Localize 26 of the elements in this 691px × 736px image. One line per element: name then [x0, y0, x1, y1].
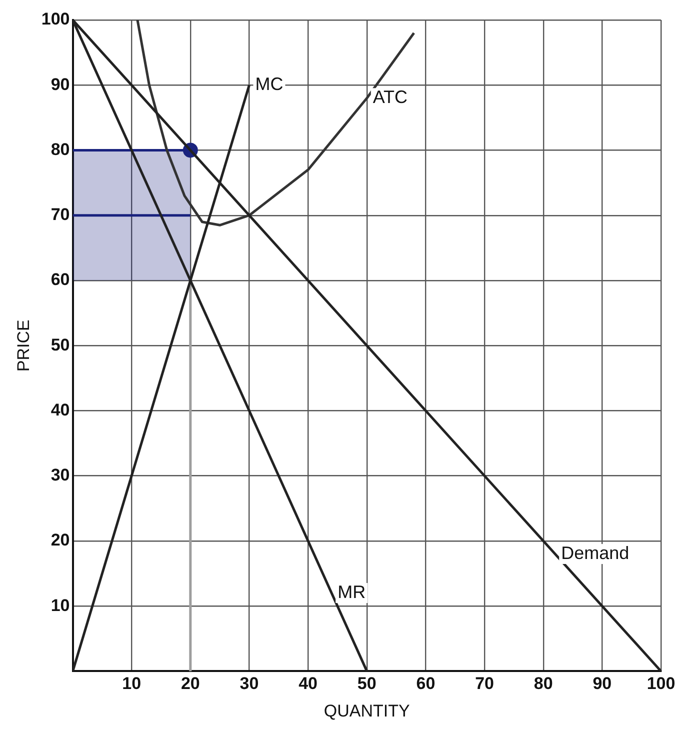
y-tick-label: 50 [50, 335, 70, 354]
y-tick-label: 80 [50, 140, 70, 159]
annotation: MC [255, 74, 284, 94]
x-tick-label: 20 [180, 674, 200, 694]
y-tick-label: 20 [50, 530, 70, 550]
y-tick-label: 10 [50, 596, 70, 615]
x-axis-title: QUANTITY [324, 701, 410, 720]
annotation: ATC [372, 87, 408, 108]
y-tick-label: 30 [50, 466, 70, 485]
x-tick-label: 70 [475, 674, 494, 694]
x-tick-label: 60 [416, 674, 436, 694]
x-tick-label: 30 [240, 674, 259, 694]
x-tick-label: 100 [646, 674, 676, 694]
y-tick-label: 100 [41, 10, 70, 29]
x-tick-label: 50 [357, 674, 376, 694]
x-tick-label: 40 [298, 674, 318, 694]
annotation: Demand [561, 542, 630, 563]
x-tick-label: 10 [122, 674, 142, 694]
y-tick-label: 90 [50, 74, 70, 94]
y-tick-label: 40 [50, 400, 70, 420]
x-tick-label: 90 [592, 674, 612, 694]
y-tick-label: 60 [50, 270, 70, 290]
x-tick-label: 80 [534, 674, 553, 694]
annotation: MR [338, 582, 366, 602]
y-tick-label: 70 [50, 205, 70, 224]
y-axis-title: PRICE [14, 320, 33, 372]
